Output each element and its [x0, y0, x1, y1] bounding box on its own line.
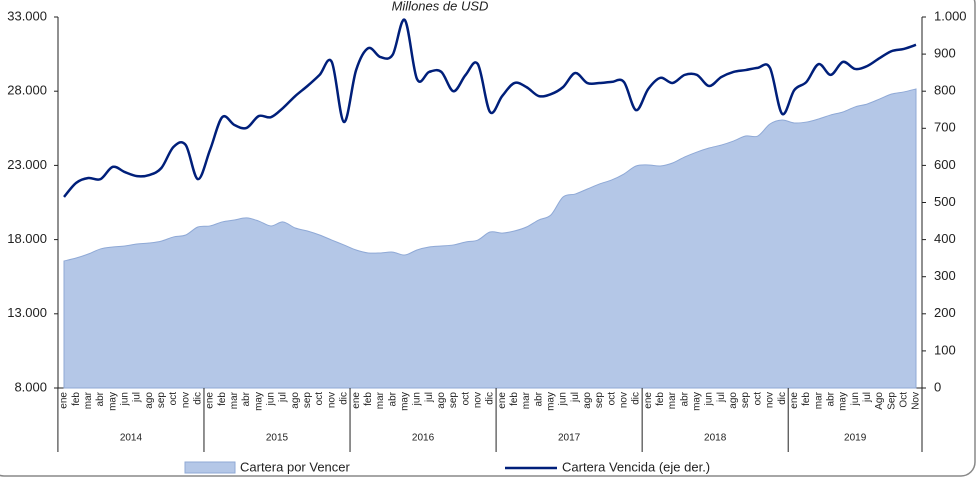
x-tick-label: jul: [424, 392, 435, 403]
x-tick-label: dic: [193, 392, 204, 405]
chart: Millones de USD 8.000 13.000 18.000 23.000 2…: [0, 0, 978, 479]
x-tick-label: nov: [472, 392, 483, 408]
y2-tick-label: 600: [934, 157, 956, 172]
x-tick-label: mar: [83, 391, 94, 409]
x-tick-label: oct: [606, 392, 617, 406]
year-label: 2015: [266, 433, 289, 444]
legend-label: Cartera Vencida (eje der.): [562, 459, 710, 474]
y2-tick-label: 900: [934, 46, 956, 61]
x-tick-label: ene: [643, 392, 654, 409]
x-tick-label: sep: [594, 392, 605, 409]
x-tick-label: dic: [777, 392, 788, 405]
x-tick-label: ago: [290, 392, 301, 409]
x-tick-label: mar: [667, 391, 678, 409]
x-tick-label: ago: [582, 392, 593, 409]
y-tick-label: 18.000: [7, 231, 47, 246]
x-tick-label: may: [399, 392, 410, 411]
y-tick-label: 33.000: [7, 8, 47, 23]
y-tick-label: 28.000: [7, 83, 47, 98]
x-tick-label: may: [107, 392, 118, 411]
x-tick-label: jul: [570, 392, 581, 403]
x-tick-label: nov: [180, 392, 191, 408]
x-tick-label: feb: [801, 392, 812, 406]
x-tick-label: may: [838, 392, 849, 411]
x-tick-label: oct: [752, 392, 763, 406]
legend-swatch: [185, 462, 235, 473]
x-tick-label: abr: [387, 391, 398, 406]
x-tick-label: Oct: [898, 392, 909, 408]
x-tick-label: jun: [266, 392, 277, 406]
x-tick-label: ene: [59, 392, 70, 409]
year-label: 2016: [412, 433, 435, 444]
x-tick-label: Sep: [886, 392, 897, 410]
x-tick-label: may: [545, 392, 556, 411]
y-tick-label: 23.000: [7, 157, 47, 172]
x-tick-label: mar: [521, 391, 532, 409]
x-tick-label: ene: [789, 392, 800, 409]
y2-tick-label: 200: [934, 305, 956, 320]
y2-tick-label: 300: [934, 268, 956, 283]
x-tick-label: ene: [351, 392, 362, 409]
x-tick-label: ene: [205, 392, 216, 409]
x-tick-label: feb: [217, 392, 228, 406]
y2-tick-label: 0: [934, 379, 941, 394]
x-tick-label: feb: [655, 392, 666, 406]
year-label: 2017: [558, 433, 581, 444]
x-tick-label: sep: [448, 392, 459, 409]
x-tick-label: jun: [704, 392, 715, 406]
x-tick-label: dic: [631, 392, 642, 405]
x-tick-label: feb: [509, 392, 520, 406]
x-tick-label: mar: [375, 391, 386, 409]
x-tick-label: ago: [436, 392, 447, 409]
x-tick-label: abr: [241, 391, 252, 406]
x-tick-label: ago: [144, 392, 155, 409]
x-tick-label: oct: [314, 392, 325, 406]
x-tick-label: ene: [497, 392, 508, 409]
year-label: 2019: [844, 433, 867, 444]
x-tick-label: Nov: [911, 392, 922, 410]
y-tick-label: 8.000: [14, 379, 47, 394]
x-tick-label: may: [692, 392, 703, 411]
x-tick-label: sep: [302, 392, 313, 409]
x-tick-label: jun: [558, 392, 569, 406]
x-tick-label: mar: [229, 391, 240, 409]
year-label: 2014: [120, 433, 143, 444]
x-tick-label: dic: [339, 392, 350, 405]
x-tick-label: abr: [533, 391, 544, 406]
x-tick-label: nov: [326, 392, 337, 408]
x-tick-label: jun: [119, 392, 130, 406]
x-tick-label: abr: [679, 391, 690, 406]
y2-tick-label: 800: [934, 83, 956, 98]
chart-title: Millones de USD: [392, 0, 489, 13]
x-tick-label: sep: [740, 392, 751, 409]
y2-tick-label: 400: [934, 231, 956, 246]
x-tick-label: abr: [825, 391, 836, 406]
x-tick-label: dic: [485, 392, 496, 405]
x-tick-label: feb: [363, 392, 374, 406]
y2-tick-label: 500: [934, 194, 956, 209]
year-label: 2018: [704, 433, 727, 444]
x-tick-label: nov: [619, 392, 630, 408]
x-tick-label: oct: [168, 392, 179, 406]
x-tick-label: feb: [71, 392, 82, 406]
y2-tick-label: 1.000: [934, 8, 967, 23]
x-tick-label: Ago: [874, 392, 885, 410]
x-tick-label: nov: [765, 392, 776, 408]
legend-label: Cartera por Vencer: [240, 459, 351, 474]
y2-tick-label: 700: [934, 120, 956, 135]
x-tick-label: abr: [95, 391, 106, 406]
x-tick-label: jul: [716, 392, 727, 403]
x-tick-label: jul: [132, 392, 143, 403]
x-tick-label: ago: [728, 392, 739, 409]
x-tick-label: mar: [813, 391, 824, 409]
y2-tick-label: 100: [934, 342, 956, 357]
x-tick-label: may: [253, 392, 264, 411]
x-tick-label: sep: [156, 392, 167, 409]
x-tick-label: jun: [850, 392, 861, 406]
x-tick-label: jul: [278, 392, 289, 403]
x-tick-label: jul: [862, 392, 873, 403]
x-tick-label: oct: [460, 392, 471, 406]
y-tick-label: 13.000: [7, 305, 47, 320]
x-tick-label: jun: [412, 392, 423, 406]
